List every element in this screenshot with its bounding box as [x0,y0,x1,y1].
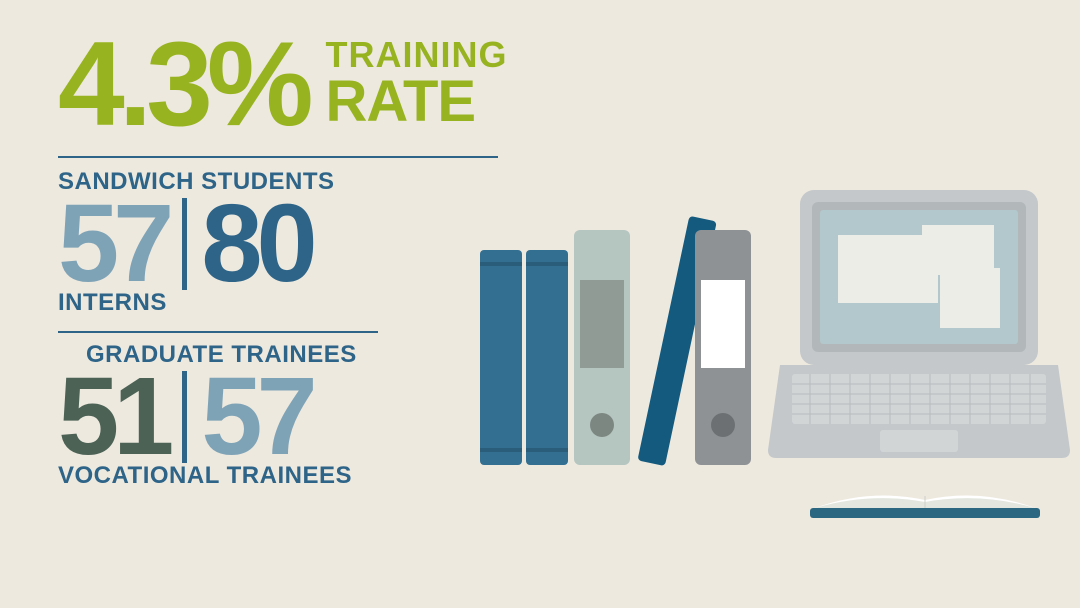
stat2-values: 51 57 [58,367,498,466]
illustration-svg [470,190,1070,570]
stat2-separator [182,371,187,463]
divider-1 [58,156,498,158]
headline: 4.3% TRAINING RATE [58,30,498,138]
headline-label: TRAINING RATE [326,37,508,131]
open-book-icon [810,496,1040,519]
headline-percent: 4.3% [58,30,308,138]
books-icon [480,216,751,466]
stat2-bottom-label: VOCATIONAL TRAINEES [58,462,498,490]
stat2-right-value: 57 [201,367,311,466]
headline-label-top: TRAINING [326,37,508,73]
divider-2 [58,331,378,333]
stats-column: 4.3% TRAINING RATE SANDWICH STUDENTS 57 … [58,30,498,490]
stat2-left-value: 51 [58,367,168,466]
stat1-right-value: 80 [201,194,311,293]
stat-block-1: SANDWICH STUDENTS 57 80 INTERNS [58,168,498,317]
stat1-left-value: 57 [58,194,168,293]
stat1-values: 57 80 [58,194,498,293]
illustration [470,190,1070,570]
stat1-separator [182,198,187,290]
headline-label-bottom: RATE [326,73,508,131]
stat-block-2: GRADUATE TRAINEES 51 57 VOCATIONAL TRAIN… [58,341,498,490]
laptop-icon [768,190,1070,458]
